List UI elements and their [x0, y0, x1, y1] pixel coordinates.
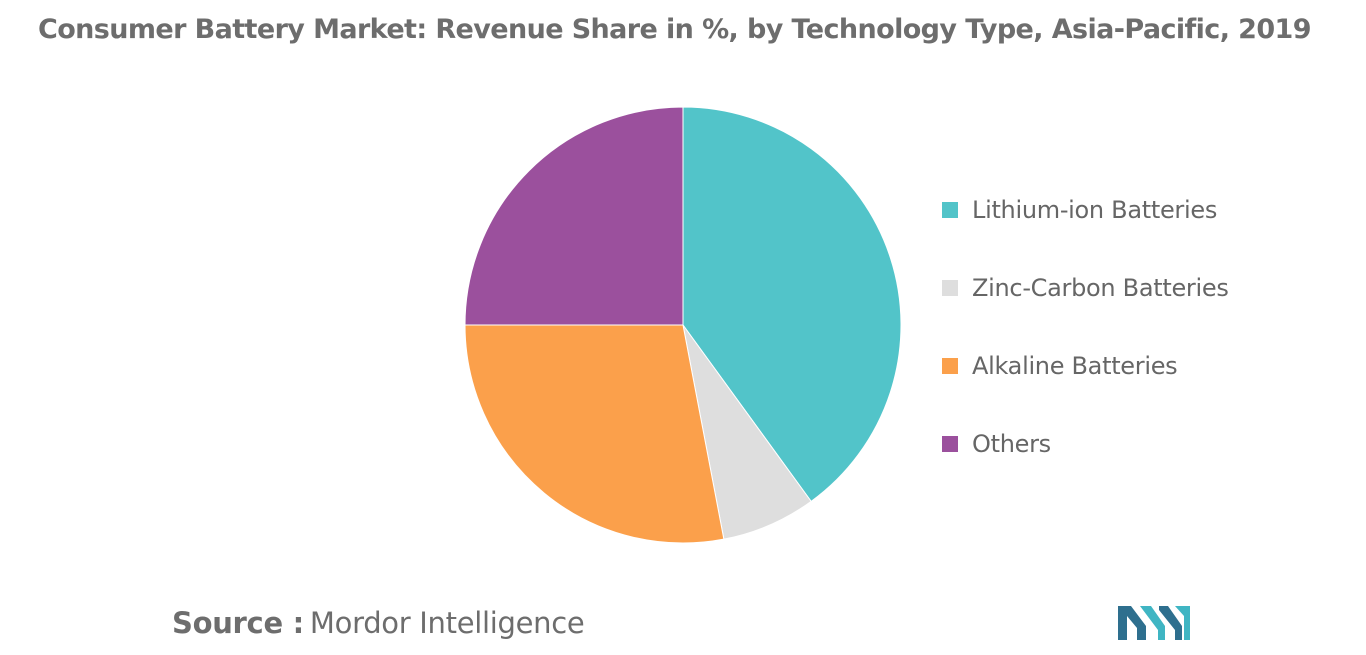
- legend-item: Lithium-ion Batteries: [942, 190, 1229, 229]
- legend-label: Zinc-Carbon Batteries: [972, 273, 1229, 302]
- legend-swatch: [942, 201, 958, 218]
- legend-swatch: [942, 435, 958, 452]
- chart-legend: Lithium-ion Batteries Zinc-Carbon Batteri…: [942, 190, 1229, 502]
- pie-slice-alkaline-batteries: [464, 324, 725, 544]
- source-label: Source :: [172, 606, 304, 640]
- pie-slice-lithium-ion-batteries: [682, 106, 902, 503]
- legend-label: Alkaline Batteries: [972, 351, 1178, 380]
- mordor-intelligence-logo-icon: [1118, 606, 1190, 640]
- legend-swatch: [942, 279, 958, 296]
- legend-label: Others: [972, 429, 1051, 458]
- legend-item: Alkaline Batteries: [942, 346, 1229, 385]
- legend-item: Others: [942, 424, 1229, 463]
- source-value: Mordor Intelligence: [309, 606, 585, 640]
- source-note: Source : Mordor Intelligence: [172, 606, 585, 640]
- legend-label: Lithium-ion Batteries: [972, 195, 1218, 224]
- pie-slices: [464, 106, 902, 544]
- legend-item: Zinc-Carbon Batteries: [942, 268, 1229, 307]
- legend-swatch: [942, 357, 958, 374]
- chart-title: Consumer Battery Market: Revenue Share i…: [38, 14, 1312, 45]
- pie-slice-others: [464, 106, 684, 326]
